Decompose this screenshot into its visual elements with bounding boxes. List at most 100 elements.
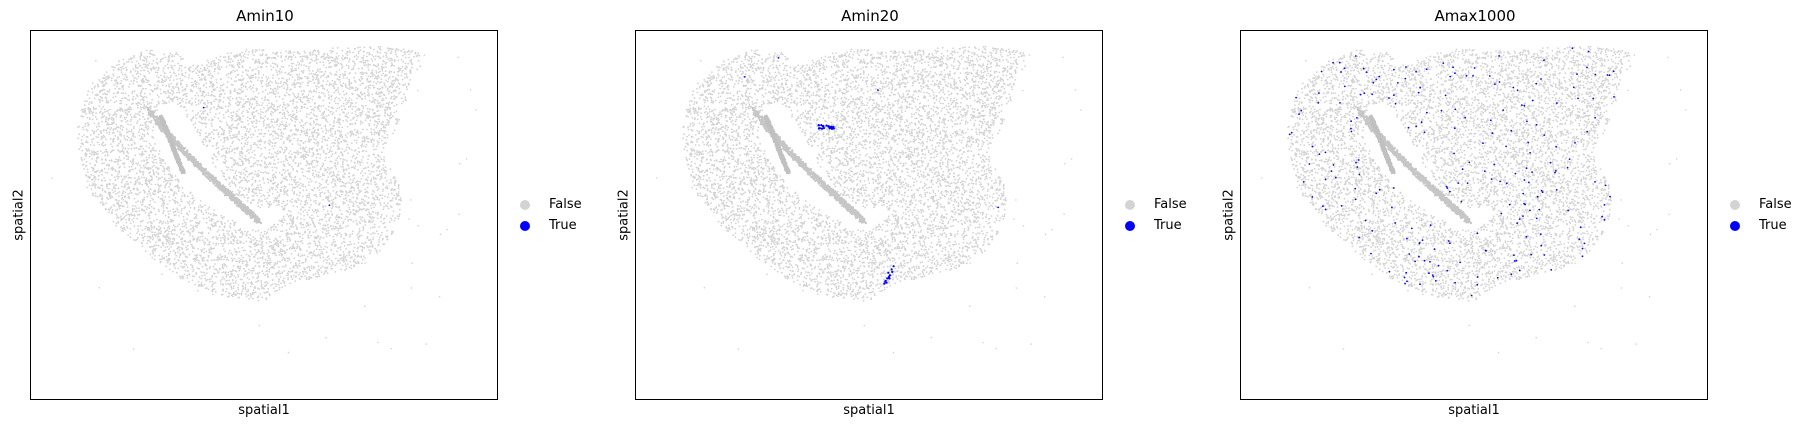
false-point xyxy=(257,186,259,189)
false-point xyxy=(259,252,262,255)
false-point xyxy=(393,129,396,132)
false-point xyxy=(107,112,110,115)
false-point xyxy=(394,51,397,54)
false-point xyxy=(310,276,313,279)
false-point xyxy=(215,81,218,84)
false-point xyxy=(366,182,368,185)
false-point xyxy=(192,201,195,204)
false-point xyxy=(215,275,218,278)
false-point xyxy=(224,241,226,244)
false-point xyxy=(145,61,148,63)
false-point xyxy=(307,81,309,84)
false-point xyxy=(116,177,119,180)
false-point xyxy=(351,232,354,235)
false-point xyxy=(281,224,284,227)
false-point xyxy=(342,166,344,168)
false-point xyxy=(228,126,231,128)
false-point xyxy=(340,235,342,238)
false-point xyxy=(182,94,185,97)
false-point xyxy=(388,70,391,73)
false-point xyxy=(392,210,395,213)
false-point xyxy=(124,200,127,203)
false-point xyxy=(306,196,309,199)
false-point xyxy=(332,253,335,256)
false-point xyxy=(364,188,367,191)
false-point xyxy=(253,120,255,123)
false-point xyxy=(281,265,284,268)
false-point xyxy=(164,76,166,79)
false-point xyxy=(191,266,194,268)
false-point xyxy=(271,103,273,106)
false-point xyxy=(174,186,177,188)
false-point xyxy=(340,213,343,216)
false-point xyxy=(310,72,313,75)
false-point xyxy=(114,135,117,137)
false-point xyxy=(325,168,328,171)
false-point xyxy=(164,249,167,252)
false-point xyxy=(330,65,333,68)
false-point xyxy=(101,197,104,200)
false-point xyxy=(213,106,215,109)
false-point xyxy=(125,103,128,106)
false-point xyxy=(129,222,132,225)
false-point xyxy=(296,150,299,152)
false-point xyxy=(274,252,277,255)
false-point xyxy=(129,232,132,235)
false-point xyxy=(234,70,237,73)
false-point xyxy=(384,176,387,179)
false-point xyxy=(209,280,211,283)
false-point xyxy=(256,280,259,283)
false-point xyxy=(215,144,218,147)
false-point xyxy=(333,243,336,246)
false-point xyxy=(254,249,256,251)
false-point xyxy=(396,120,399,123)
false-point xyxy=(389,97,392,100)
false-point xyxy=(138,131,140,134)
false-point xyxy=(151,235,154,238)
false-point xyxy=(380,213,383,216)
false-point xyxy=(153,105,156,108)
false-point xyxy=(193,247,196,250)
false-point xyxy=(310,180,313,183)
false-point xyxy=(132,159,134,162)
false-point xyxy=(101,179,104,182)
false-point xyxy=(241,66,244,69)
false-point xyxy=(335,136,338,139)
false-point xyxy=(193,275,196,278)
false-point xyxy=(397,59,400,61)
false-point xyxy=(388,103,390,106)
false-point xyxy=(152,136,155,139)
false-point xyxy=(102,134,105,137)
false-point xyxy=(345,210,348,213)
false-point xyxy=(234,221,237,224)
false-point xyxy=(92,106,95,109)
false-point xyxy=(362,226,364,228)
false-point xyxy=(363,204,366,207)
false-point xyxy=(207,288,210,291)
false-point xyxy=(336,234,338,237)
false-point xyxy=(148,154,151,157)
false-point xyxy=(349,135,352,137)
false-point xyxy=(172,79,175,81)
false-point xyxy=(308,113,311,116)
false-point xyxy=(291,119,294,122)
false-point xyxy=(123,215,126,218)
false-point xyxy=(201,122,204,125)
false-point xyxy=(273,145,276,147)
false-point xyxy=(243,168,246,171)
false-point xyxy=(152,149,155,152)
false-point xyxy=(315,173,318,176)
false-point xyxy=(376,251,379,254)
false-point xyxy=(163,227,166,230)
false-point xyxy=(362,145,365,147)
false-point xyxy=(380,129,383,132)
false-point xyxy=(302,174,305,177)
false-point xyxy=(219,267,222,270)
false-point xyxy=(80,115,83,117)
false-point xyxy=(263,195,266,197)
false-point xyxy=(336,60,339,63)
false-point xyxy=(167,67,170,69)
false-point xyxy=(104,171,107,174)
false-point xyxy=(310,91,313,93)
false-point xyxy=(372,171,375,173)
